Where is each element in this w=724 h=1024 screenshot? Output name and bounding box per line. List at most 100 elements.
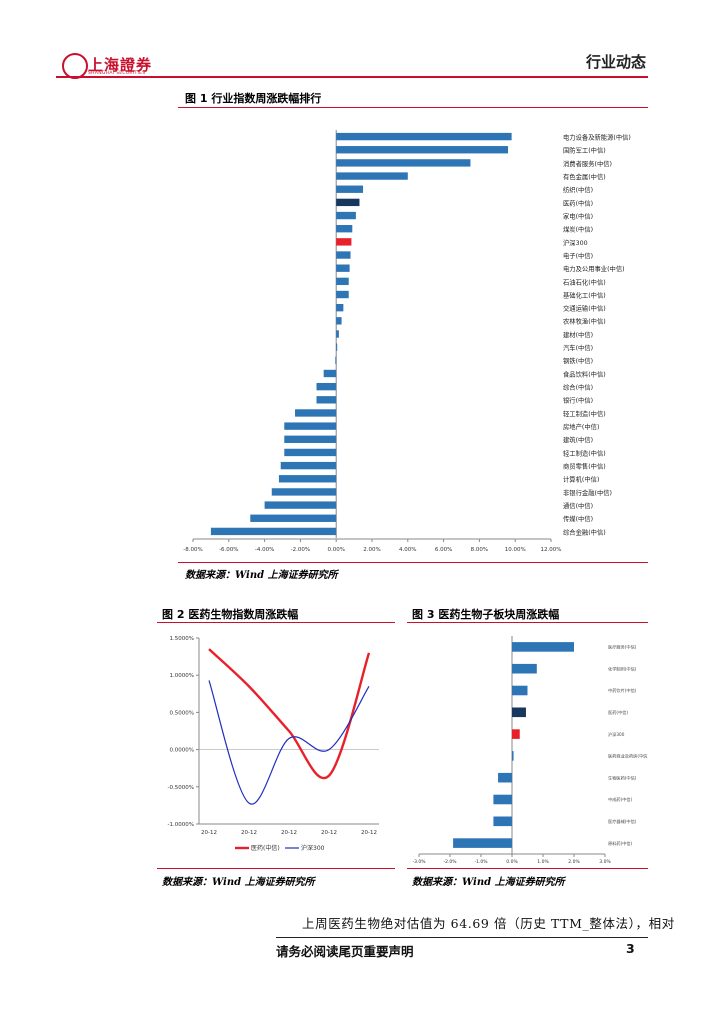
- figure1-category-label: 商贸零售(中信): [563, 462, 606, 471]
- figure3-bar: [512, 685, 528, 696]
- figure1-category-label: 沪深300: [563, 238, 588, 247]
- figure1-bar: [336, 225, 353, 233]
- figure1-x-tick-label: 0.00%: [327, 547, 344, 553]
- figure1-bar: [336, 277, 349, 286]
- figure3-x-tick-label: 1.0%: [537, 859, 549, 865]
- figure3-x-tick-label: 3.0%: [599, 859, 611, 865]
- figure1-category-label: 纺织(中信): [563, 185, 593, 194]
- figure1-bar: [336, 330, 339, 338]
- figure1-category-label: 汽车(中信): [563, 343, 593, 352]
- figure1-bar: [336, 303, 344, 312]
- figure3-bottom-rule: [407, 868, 648, 869]
- figure1-category-label: 传媒(中信): [563, 514, 593, 523]
- figure1-category-label: 基础化工(中信): [563, 290, 606, 299]
- figure1-bar: [336, 264, 350, 272]
- figure3-category-label: 生物医药(中信): [608, 774, 637, 781]
- figure1-category-label: 非银行金融(中信): [563, 488, 612, 497]
- figure1-category-label: 消费者服务(中信): [563, 159, 612, 168]
- figure1-bar: [210, 527, 337, 536]
- figure3-category-label: 中成药(中信): [608, 796, 633, 803]
- figure2-top-rule: [157, 622, 395, 623]
- figure1-x-tick-label: -2.00%: [291, 547, 310, 553]
- figure3-category-label: 医药(中信): [608, 709, 628, 716]
- figure1-category-label: 国防军工(中信): [563, 146, 606, 155]
- figure1-chart: 电力设备及新能源(中信) 国防军工(中信) 消费者服务(中信) 有色金属(中信) 纺织(…: [183, 130, 631, 553]
- figure1-category-label: 电子(中信): [563, 251, 593, 260]
- figure3-top-rule: [407, 622, 648, 623]
- figure3-bar: [512, 642, 574, 652]
- figure3-title: 图 3 医药生物子板块周涨跌幅: [412, 608, 560, 621]
- figure3-bar: [453, 838, 512, 848]
- figure1-x-tick-label: -8.00%: [183, 547, 202, 553]
- footer-disclaimer: 请务必阅读尾页重要声明: [276, 944, 414, 959]
- figure1-bar: [278, 475, 337, 483]
- figure3-category-label: 原料药(中信): [608, 840, 633, 847]
- figure3-bar: [512, 663, 537, 674]
- figure1-bar: [336, 198, 360, 207]
- figure1-category-label: 有色金属(中信): [563, 172, 606, 181]
- header-rule: [56, 76, 648, 78]
- figure1-bar: [295, 409, 337, 417]
- figure1-bar: [271, 488, 337, 496]
- figure1-category-label: 计算机(中信): [563, 475, 599, 484]
- figure1-bar: [336, 251, 351, 259]
- figure2-y-tick-label: -0.5000%: [168, 785, 194, 791]
- figure1-category-label: 建筑(中信): [563, 435, 593, 444]
- body-paragraph: 上周医药生物绝对估值为 64.69 倍（历史 TTM_整体法），相对: [302, 916, 675, 931]
- figure3-bar: [493, 794, 512, 805]
- figure2-legend-label: 沪深300: [301, 844, 325, 852]
- figure1-bar: [336, 238, 352, 246]
- figure1-x-tick-label: -4.00%: [255, 547, 274, 553]
- figure1-x-tick-label: 8.00%: [471, 547, 488, 553]
- figure1-bar: [323, 369, 337, 378]
- figure2-y-tick-label: 1.0000%: [170, 673, 194, 679]
- figure2-y-tick-label: 0.0000%: [170, 748, 194, 754]
- figure1-category-label: 交通运输(中信): [563, 304, 606, 313]
- figure3-category-label: 中药饮片(中信): [608, 687, 637, 694]
- figure2-series-line: [208, 680, 370, 805]
- figure1-bar: [284, 448, 337, 457]
- figure1-bar: [336, 159, 471, 167]
- figure2-bottom-rule: [157, 868, 395, 869]
- logo-icon: [62, 53, 88, 79]
- figure3-category-label: 沪深300: [608, 731, 625, 738]
- figure1-x-tick-label: 10.00%: [505, 547, 526, 553]
- figure3-x-tick-label: 2.0%: [568, 859, 580, 865]
- figure3-bar: [512, 707, 526, 718]
- figure1-bar: [336, 185, 364, 193]
- figure1-top-rule: [178, 107, 648, 108]
- figure2-y-tick-label: 1.5000%: [170, 636, 194, 642]
- figure1-x-tick-label: 4.00%: [399, 547, 416, 553]
- logo-text: 上海證券: [88, 56, 153, 74]
- figure1-category-label: 农林牧渔(中信): [563, 317, 606, 326]
- figure1-category-label: 煤炭(中信): [563, 225, 593, 234]
- figure1-category-label: 轻工制造(中信): [563, 448, 606, 457]
- figure1-bar: [336, 172, 408, 180]
- logo-subtitle: SHANGHAI SECURITIES: [88, 71, 146, 76]
- figure1-bar: [335, 356, 337, 365]
- figure1-bar: [284, 435, 337, 443]
- figure3-category-label: 医疗服务(中信): [608, 644, 637, 651]
- figure1-category-label: 房地产(中信): [563, 422, 599, 431]
- figure1-bar: [336, 146, 509, 154]
- figure3-category-label: 医药商业及药房(中信): [608, 753, 648, 760]
- figure1-bar: [336, 132, 512, 141]
- figure1-x-tick-label: -6.00%: [219, 547, 238, 553]
- figure3-source: 数据来源：Wind 上海证券研究所: [412, 877, 565, 888]
- figure1-bottom-rule: [178, 562, 648, 563]
- figure1-category-label: 建材(中信): [563, 330, 593, 339]
- figure3-x-tick-label: -2.0%: [443, 859, 457, 865]
- figure1-category-label: 银行(中信): [563, 396, 593, 405]
- figure2-title: 图 2 医药生物指数周涨跌幅: [162, 608, 299, 621]
- figure1-bar: [316, 382, 337, 391]
- figure1-bar: [336, 211, 356, 220]
- figure1-x-tick-label: 2.00%: [363, 547, 380, 553]
- figure1-bar: [336, 343, 338, 351]
- figure1-category-label: 电力设备及新能源(中信): [563, 132, 631, 141]
- figure2-series-line: [208, 648, 371, 780]
- figure1-category-label: 钢铁(中信): [563, 356, 593, 365]
- figure2-y-tick-label: -1.0000%: [168, 822, 194, 828]
- figure1-category-label: 食品饮料(中信): [563, 369, 606, 378]
- figure1-category-label: 医药(中信): [563, 198, 593, 207]
- figure2-chart: 1.5000% 1.0000% 0.5000% 0.0000% -0.5000% -1.0…: [168, 636, 379, 852]
